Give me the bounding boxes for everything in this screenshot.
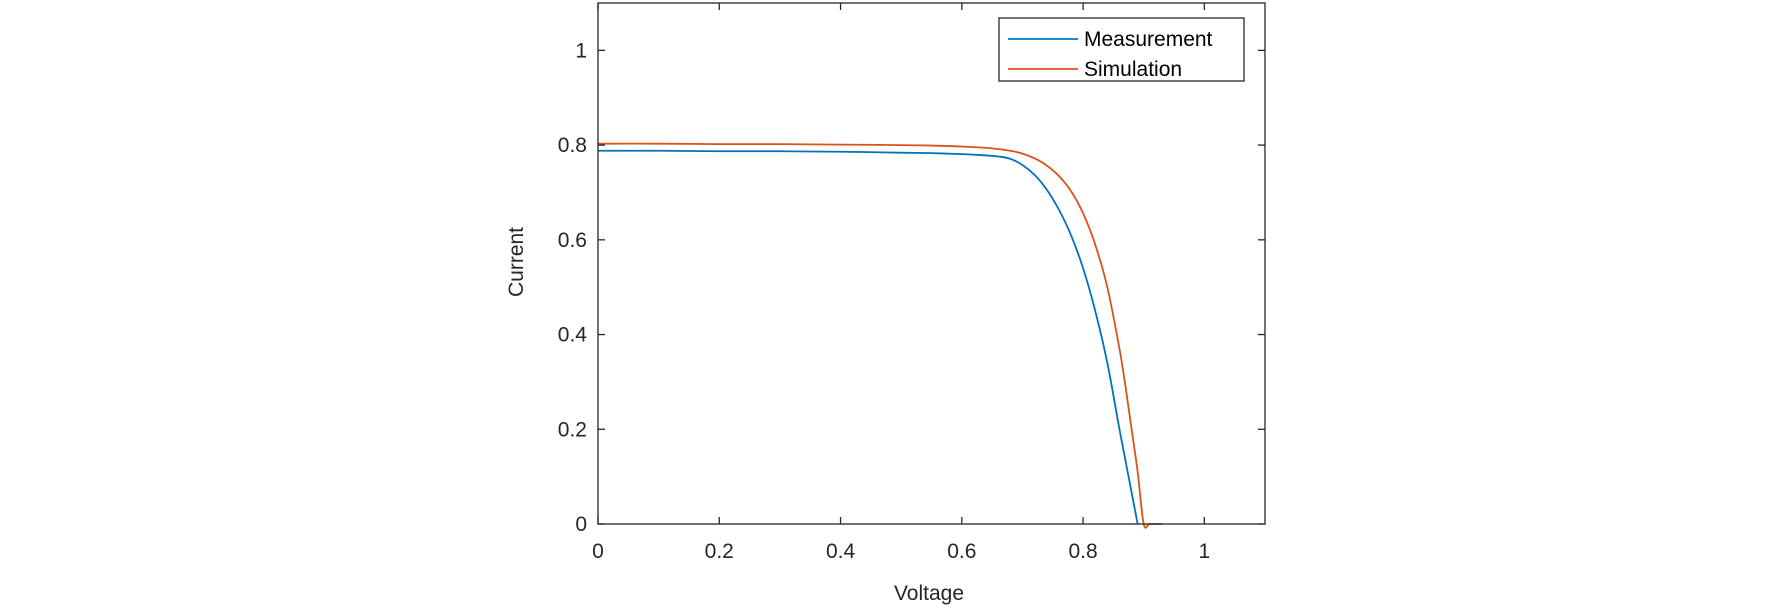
plot-frame	[597, 2, 1266, 525]
x-axis-ticks: 0 0.2 0.4 0.6 0.8 1	[592, 3, 1210, 563]
x-tick-label: 1	[1199, 540, 1211, 563]
x-axis-label: Voltage	[894, 582, 964, 605]
x-tick-label: 0.6	[947, 540, 976, 563]
x-tick-label: 0.2	[705, 540, 734, 563]
y-axis-label: Current	[505, 227, 528, 297]
y-tick-label: 1	[575, 39, 587, 62]
legend-label-simulation: Simulation	[1084, 58, 1182, 81]
legend-label-measurement: Measurement	[1084, 28, 1213, 51]
y-tick-label: 0.6	[558, 229, 587, 252]
y-tick-label: 0.2	[558, 418, 587, 441]
x-tick-label: 0.4	[826, 540, 856, 563]
y-tick-label: 0	[575, 513, 587, 536]
y-axis-ticks: 0 0.2 0.4 0.6 0.8 1	[558, 39, 1265, 536]
plot-area	[598, 3, 1265, 524]
series-line-simulation	[597, 142, 1162, 529]
legend-box	[998, 17, 1245, 82]
y-tick-label: 0.8	[558, 134, 587, 157]
series-line-measurement	[597, 149, 1139, 525]
series-layer	[597, 142, 1162, 529]
legend: Measurement Simulation	[998, 17, 1245, 82]
x-tick-label: 0	[592, 540, 604, 563]
y-tick-label: 0.4	[558, 324, 588, 347]
x-tick-label: 0.8	[1068, 540, 1097, 563]
